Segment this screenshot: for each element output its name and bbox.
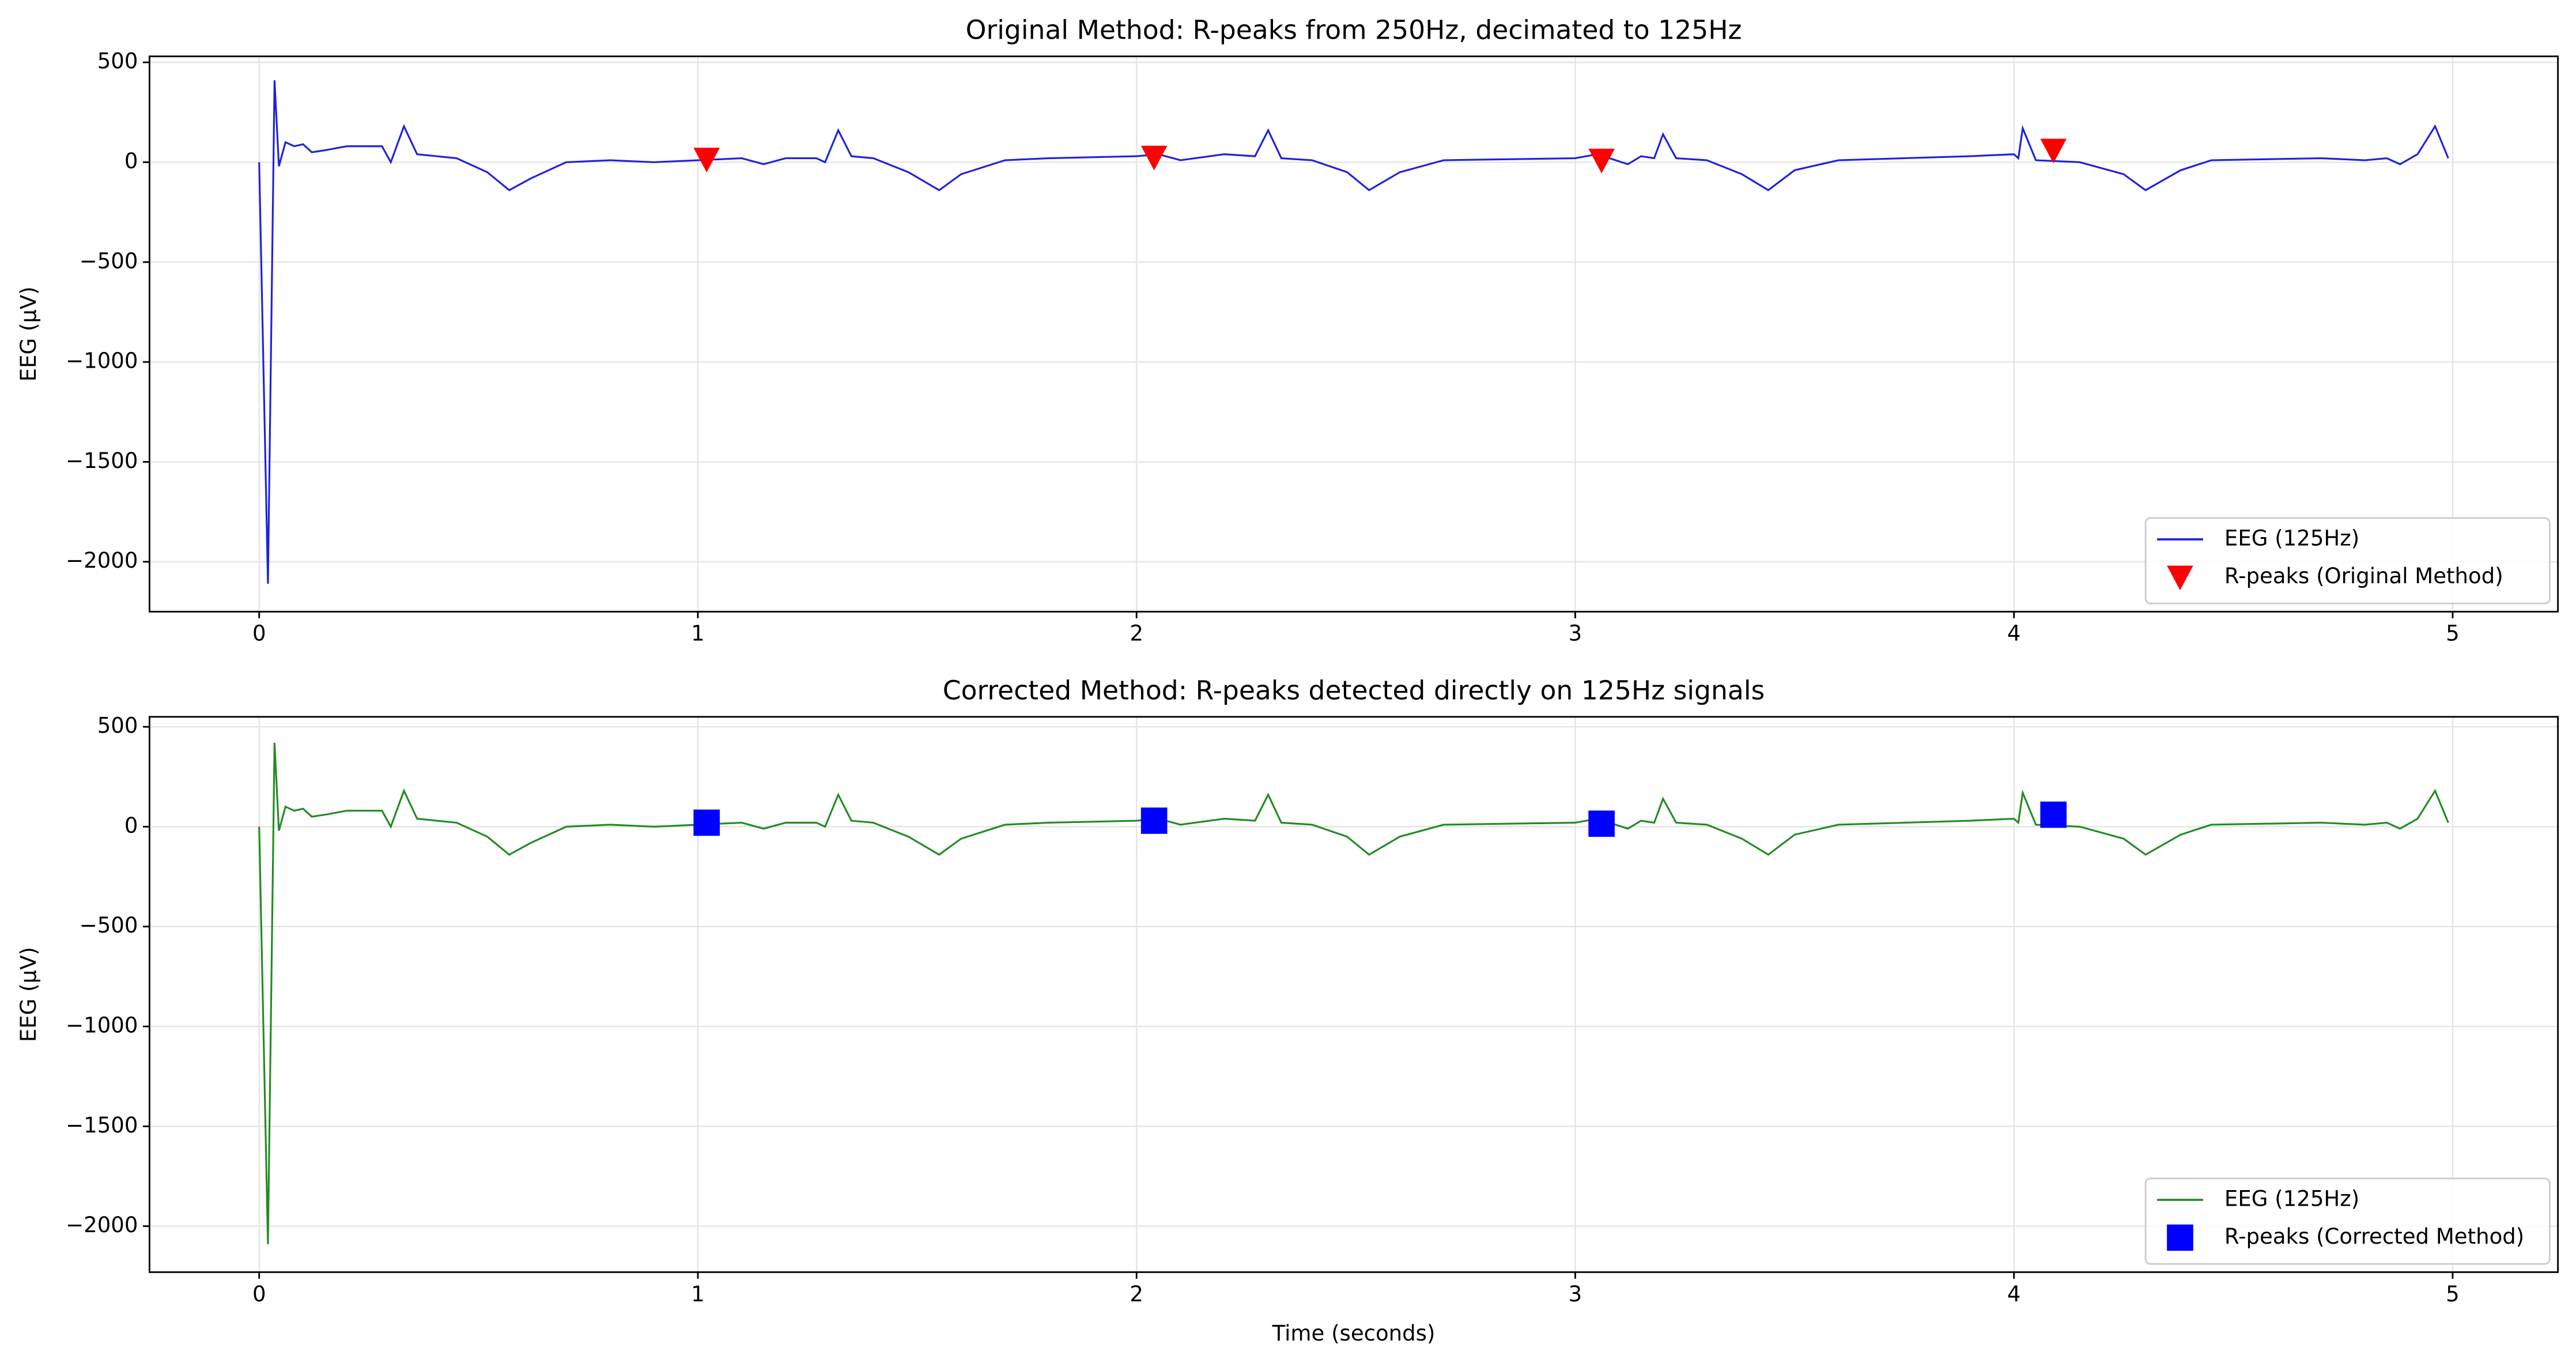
y-tick-label: −2000 (66, 1213, 138, 1237)
y-tick-label: −1500 (66, 448, 138, 473)
y-axis-label: EEG (µV) (16, 947, 41, 1042)
x-tick-label: 4 (2007, 621, 2021, 646)
y-tick-label: −1000 (66, 1013, 138, 1038)
axes-frame (148, 716, 2559, 1273)
legend: EEG (125Hz) R-peaks (Corrected Method) (2144, 1177, 2551, 1265)
signal-line (258, 742, 2449, 1244)
legend-box (2144, 517, 2551, 605)
r-peak-marker (693, 809, 720, 836)
r-peak-marker (1588, 810, 1615, 837)
x-tick-label: 5 (2446, 621, 2460, 646)
x-tick-label: 3 (1569, 1282, 1582, 1307)
y-tick-label: −1000 (66, 349, 138, 373)
r-peak-marker (2040, 801, 2067, 828)
legend-label: R-peaks (Corrected Method) (2224, 1224, 2524, 1249)
x-tick-label: 3 (1569, 621, 1582, 646)
r-peak-marker (693, 148, 720, 173)
legend-label: EEG (125Hz) (2224, 1186, 2359, 1211)
r-peak-marker (1140, 807, 1168, 834)
x-tick-label: 1 (691, 621, 705, 646)
chart-title: Original Method: R-peaks from 250Hz, dec… (966, 15, 1742, 46)
legend-swatch (2167, 1224, 2193, 1251)
legend-swatch (2167, 565, 2193, 591)
legend: EEG (125Hz) R-peaks (Original Method) (2144, 517, 2551, 605)
y-tick-label: 0 (124, 149, 138, 173)
legend-label: R-peaks (Original Method) (2224, 564, 2503, 588)
x-tick-label: 5 (2446, 1282, 2460, 1307)
signal-line (258, 80, 2449, 584)
r-peak-marker (1588, 149, 1615, 173)
r-peak-marker (2040, 138, 2067, 164)
panel: 0 1 2 3 4 5 −2000 −1500 −1000 −500 0 500 Corrected M… (16, 675, 2559, 1346)
x-tick-label: 1 (691, 1282, 705, 1307)
y-tick-label: −1500 (66, 1113, 138, 1138)
x-axis-label: Time (seconds) (1272, 1321, 1436, 1346)
x-tick-label: 2 (1130, 621, 1143, 646)
x-tick-label: 4 (2007, 1282, 2021, 1307)
y-tick-label: −2000 (66, 548, 138, 573)
y-tick-label: −500 (80, 913, 138, 938)
x-tick-label: 0 (252, 1282, 266, 1307)
axes-frame (148, 55, 2559, 613)
chart-title: Corrected Method: R-peaks detected direc… (943, 675, 1765, 706)
y-axis-label: EEG (µV) (16, 286, 41, 382)
legend-box (2144, 1177, 2551, 1265)
legend-label: EEG (125Hz) (2224, 526, 2359, 550)
y-tick-label: 0 (124, 813, 138, 838)
x-tick-label: 0 (252, 621, 266, 646)
y-tick-label: 500 (97, 49, 138, 74)
r-peak-marker (1140, 145, 1168, 171)
panel: 0 1 2 3 4 5 −2000 −1500 −1000 −500 0 500 Original Me… (16, 15, 2559, 646)
y-tick-label: −500 (80, 248, 138, 273)
y-tick-label: 500 (97, 713, 138, 738)
x-tick-label: 2 (1130, 1282, 1143, 1307)
